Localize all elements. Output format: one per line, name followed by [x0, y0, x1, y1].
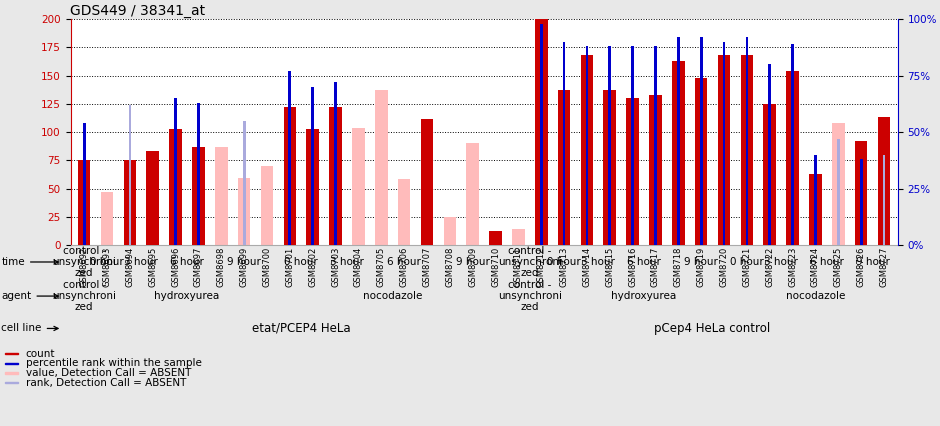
Bar	[695, 78, 708, 245]
Bar	[78, 160, 90, 245]
Bar	[238, 178, 250, 245]
Text: cell line: cell line	[1, 323, 58, 334]
Bar	[723, 42, 726, 245]
Bar	[124, 160, 136, 245]
Bar	[329, 107, 342, 245]
Text: value, Detection Call = ABSENT: value, Detection Call = ABSENT	[26, 368, 191, 378]
Bar	[854, 141, 868, 245]
Bar	[311, 87, 314, 245]
Bar	[6, 372, 18, 374]
Text: 6 hour: 6 hour	[810, 257, 844, 267]
Bar	[466, 143, 479, 245]
Bar	[814, 155, 817, 245]
Bar	[215, 147, 227, 245]
Bar	[878, 118, 890, 245]
Text: control -
unsynchroni
zed: control - unsynchroni zed	[53, 246, 117, 278]
Text: etat/PCEP4 HeLa: etat/PCEP4 HeLa	[252, 322, 351, 335]
Bar	[563, 42, 566, 245]
Text: 3 hour: 3 hour	[582, 257, 616, 267]
Text: 9 hour: 9 hour	[227, 257, 261, 267]
Bar	[632, 46, 634, 245]
Text: pCep4 HeLa control: pCep4 HeLa control	[654, 322, 771, 335]
Text: control -
unsynchroni
zed: control - unsynchroni zed	[53, 280, 117, 312]
Text: control -
unsynchroni
zed: control - unsynchroni zed	[498, 246, 562, 278]
Bar	[512, 229, 525, 245]
Bar	[535, 19, 547, 245]
Text: 6 hour: 6 hour	[387, 257, 421, 267]
Bar	[608, 46, 611, 245]
Bar	[741, 55, 753, 245]
Text: 9 hour: 9 hour	[456, 257, 490, 267]
Bar	[768, 64, 771, 245]
Text: nocodazole: nocodazole	[363, 291, 422, 301]
Text: 6 hour: 6 hour	[627, 257, 661, 267]
Bar	[375, 90, 387, 245]
Bar	[335, 82, 337, 245]
Bar	[6, 363, 18, 364]
Bar	[654, 46, 657, 245]
Text: GDS449 / 38341_at: GDS449 / 38341_at	[70, 4, 206, 18]
Bar	[289, 71, 291, 245]
Bar	[809, 174, 822, 245]
Text: percentile rank within the sample: percentile rank within the sample	[26, 358, 202, 368]
Text: 6 hour: 6 hour	[170, 257, 204, 267]
Bar	[883, 155, 885, 245]
Bar	[398, 179, 411, 245]
Bar	[557, 90, 571, 245]
Bar	[192, 147, 205, 245]
Text: control -
unsynchroni
zed: control - unsynchroni zed	[498, 280, 562, 312]
Bar	[650, 95, 662, 245]
Text: 0 hour: 0 hour	[285, 257, 318, 267]
Text: hydroxyurea: hydroxyurea	[611, 291, 677, 301]
Bar	[6, 353, 18, 354]
Bar	[129, 105, 132, 245]
Bar	[860, 159, 863, 245]
Bar	[883, 155, 885, 245]
Bar	[444, 217, 456, 245]
Text: 3 hour: 3 hour	[124, 257, 158, 267]
Bar	[586, 46, 588, 245]
Bar	[763, 104, 776, 245]
Bar	[421, 118, 433, 245]
Bar	[832, 123, 844, 245]
Text: nocodazole: nocodazole	[786, 291, 845, 301]
Text: 9 hour: 9 hour	[855, 257, 889, 267]
Bar	[672, 61, 684, 245]
Bar	[581, 55, 593, 245]
Bar	[626, 98, 639, 245]
Bar	[6, 382, 18, 383]
Bar	[603, 90, 616, 245]
Text: 9 hour: 9 hour	[684, 257, 718, 267]
Bar	[284, 107, 296, 245]
Bar	[837, 139, 839, 245]
Bar	[677, 37, 680, 245]
Bar	[197, 103, 200, 245]
Bar	[699, 37, 702, 245]
Bar	[489, 231, 502, 245]
Text: agent: agent	[1, 291, 58, 301]
Text: 3 hour: 3 hour	[764, 257, 798, 267]
Bar	[786, 71, 799, 245]
Bar	[352, 127, 365, 245]
Text: time: time	[1, 257, 58, 267]
Bar	[718, 55, 730, 245]
Text: 0 hour: 0 hour	[90, 257, 124, 267]
Text: hydroxyurea: hydroxyurea	[154, 291, 220, 301]
Bar	[83, 123, 86, 245]
Bar	[174, 98, 177, 245]
Bar	[260, 166, 274, 245]
Bar	[169, 129, 182, 245]
Bar	[101, 192, 114, 245]
Bar	[745, 37, 748, 245]
Text: 0 hour: 0 hour	[547, 257, 581, 267]
Text: rank, Detection Call = ABSENT: rank, Detection Call = ABSENT	[26, 377, 186, 388]
Bar	[147, 151, 159, 245]
Text: 3 hour: 3 hour	[330, 257, 364, 267]
Bar	[791, 44, 794, 245]
Bar	[306, 129, 319, 245]
Bar	[243, 121, 245, 245]
Bar	[540, 24, 542, 245]
Text: 0 hour: 0 hour	[730, 257, 764, 267]
Text: count: count	[26, 349, 55, 359]
